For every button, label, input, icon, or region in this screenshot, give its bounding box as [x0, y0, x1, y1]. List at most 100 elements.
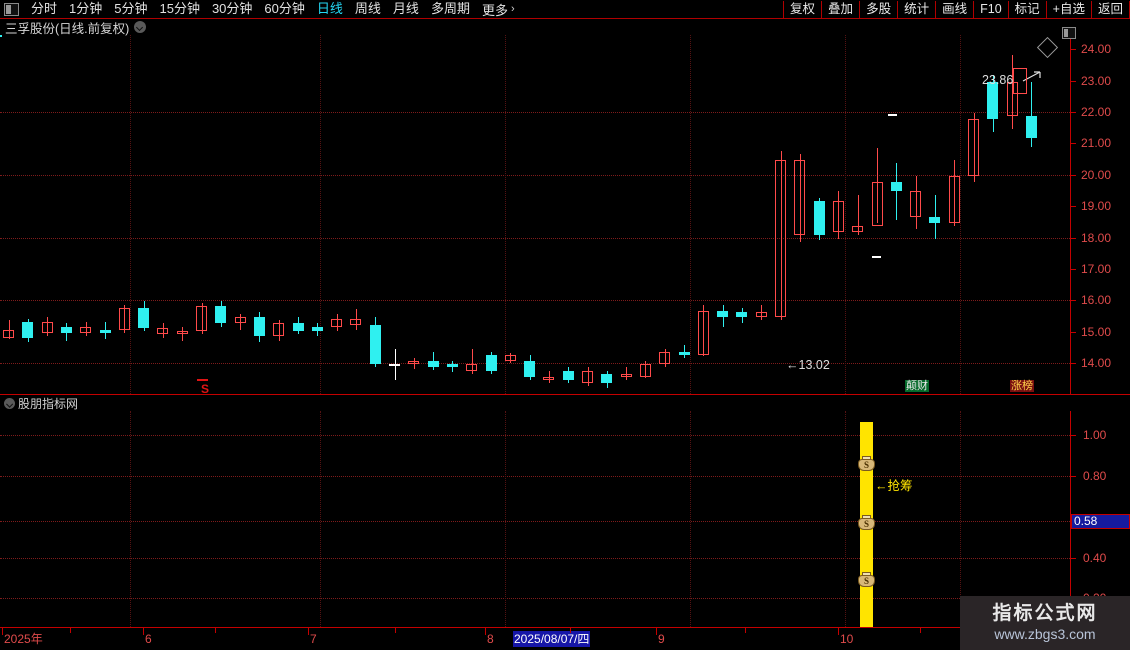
- chevron-right-icon[interactable]: ›: [510, 3, 515, 15]
- candle-body: [311, 326, 323, 332]
- chevron-down-icon[interactable]: [4, 398, 15, 409]
- price-gridline-v: [690, 35, 691, 394]
- candle-wick: [336, 313, 338, 332]
- symbol-title: 三孚股份(日线.前复权): [5, 21, 130, 36]
- date-axis-minor-tick: [70, 628, 71, 633]
- price-axis-tick: [1071, 206, 1076, 208]
- indicator-gridline-v: [690, 411, 691, 627]
- button-tongji[interactable]: 统计: [897, 0, 937, 18]
- diamond-icon[interactable]: [1036, 36, 1059, 59]
- indicator-plot-area[interactable]: S S S ←抢筹: [0, 411, 1070, 627]
- sell-signal-marker: S: [201, 382, 210, 394]
- candle-wick: [954, 160, 956, 227]
- candle-wick: [857, 194, 859, 236]
- candle-body: [697, 310, 709, 355]
- candle-body: [408, 361, 420, 365]
- candle-body: [138, 307, 150, 329]
- tab-daily[interactable]: 日线: [316, 1, 343, 16]
- button-huaxian[interactable]: 画线: [935, 0, 975, 18]
- money-bag-icon: S: [858, 456, 875, 471]
- candle-wick: [85, 321, 87, 336]
- tab-multi-period[interactable]: 多周期: [430, 1, 470, 16]
- indicator-gridline-v: [960, 411, 961, 627]
- candle-wick: [645, 361, 647, 379]
- indicator-gridline-v: [320, 411, 321, 627]
- price-gridline-v: [505, 35, 506, 394]
- candle-wick: [896, 163, 898, 220]
- candle-body: [1025, 116, 1037, 139]
- candle-wick: [471, 348, 473, 374]
- button-add-watchlist[interactable]: +自选: [1045, 0, 1092, 18]
- tab-monthly[interactable]: 月线: [392, 1, 419, 16]
- button-diejia[interactable]: 叠加: [821, 0, 861, 18]
- panel-toggle-icon[interactable]: [4, 2, 19, 16]
- candle-body: [852, 226, 864, 233]
- candle-body: [659, 351, 671, 365]
- price-axis-tick: [1071, 143, 1076, 145]
- panel-toggle-icon[interactable]: [1062, 27, 1076, 39]
- tab-fenshi[interactable]: 分时: [31, 1, 58, 16]
- candle-body: [832, 200, 844, 233]
- indicator-gridline: [0, 598, 1070, 600]
- tab-30min[interactable]: 30分钟: [211, 1, 253, 16]
- indicator-title: 股朋指标网: [18, 397, 79, 411]
- button-fuquan[interactable]: 复权: [783, 0, 823, 18]
- tab-15min[interactable]: 15分钟: [159, 1, 200, 16]
- candle-body: [99, 329, 111, 333]
- price-axis-tick: [1071, 300, 1076, 302]
- peak-arrow-icon: [1022, 69, 1044, 82]
- low-price-label: ←13.02: [786, 358, 830, 372]
- price-axis-tick: [1071, 111, 1076, 113]
- candle-wick: [664, 348, 666, 368]
- button-f10[interactable]: F10: [973, 0, 1009, 18]
- button-duogu[interactable]: 多股: [859, 0, 899, 18]
- more-button[interactable]: 更多: [481, 2, 508, 18]
- date-axis-minor-tick: [745, 628, 746, 633]
- candle-body: [987, 81, 999, 120]
- price-gridline: [0, 174, 1070, 176]
- price-gridline-v: [845, 35, 846, 394]
- candle-body: [3, 329, 14, 338]
- candle-body: [871, 182, 883, 227]
- date-axis-label: 2025年: [4, 632, 43, 646]
- tab-5min[interactable]: 5分钟: [114, 1, 148, 16]
- button-biaoji[interactable]: 标记: [1007, 0, 1047, 18]
- period-tabs: 分时 1分钟 5分钟 15分钟 30分钟 60分钟 日线 周线 月线 多周期 更…: [0, 0, 519, 18]
- candle-body: [118, 307, 130, 330]
- date-axis-tick: [656, 628, 657, 635]
- watermark-url: www.zbgs3.com: [994, 626, 1096, 642]
- indicator-gridline: [0, 557, 1070, 559]
- date-cursor-label: 2025/08/07/四: [513, 631, 591, 647]
- candle-body: [717, 310, 729, 318]
- candle-wick: [877, 147, 878, 223]
- candle-wick: [201, 302, 203, 335]
- date-axis-tick: [2, 628, 3, 635]
- price-gridline-v: [130, 35, 131, 394]
- candle-body: [389, 364, 400, 367]
- chevron-down-icon[interactable]: [134, 21, 147, 33]
- button-back[interactable]: 返回: [1090, 0, 1130, 18]
- candle-body: [350, 318, 362, 325]
- candle-wick: [394, 348, 396, 380]
- indicator-axis-tick: [1071, 557, 1076, 559]
- date-axis-minor-tick: [215, 628, 216, 633]
- date-axis-label: 9: [658, 632, 665, 646]
- indicator-axis-label: 1.00: [1083, 428, 1107, 443]
- tab-weekly[interactable]: 周线: [354, 1, 381, 16]
- reference-dash: [888, 114, 897, 116]
- date-axis-minor-tick: [570, 628, 571, 633]
- candle-wick: [915, 175, 917, 230]
- candle-body: [369, 324, 381, 365]
- tab-60min[interactable]: 60分钟: [264, 1, 305, 16]
- candle-wick: [780, 150, 782, 321]
- price-axis-label: 14.00: [1081, 356, 1112, 371]
- candle-body: [176, 331, 188, 335]
- tag-zhang-bang: 涨榜: [1010, 380, 1034, 392]
- candle-wick: [240, 313, 242, 330]
- price-plot-area[interactable]: 23.86 ←13.02 S 颠财 涨榜: [0, 35, 1070, 394]
- top-toolbar: 分时 1分钟 5分钟 15分钟 30分钟 60分钟 日线 周线 月线 多周期 更…: [0, 0, 1130, 19]
- candle-body: [736, 312, 748, 318]
- tab-1min[interactable]: 1分钟: [69, 1, 103, 16]
- candle-body: [446, 364, 458, 368]
- candle-body: [562, 370, 574, 380]
